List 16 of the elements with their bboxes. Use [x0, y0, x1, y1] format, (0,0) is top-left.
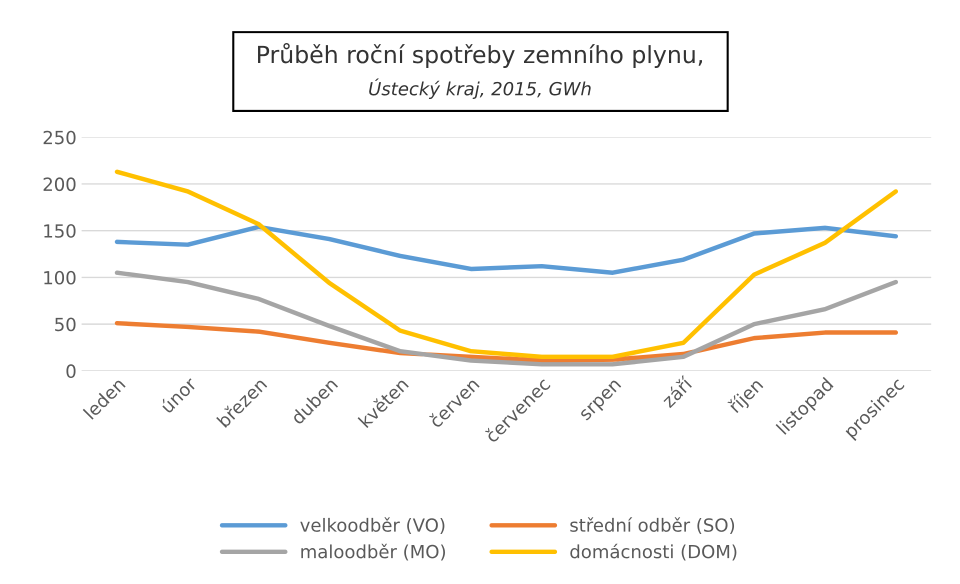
legend-label: střední odběr (SO): [570, 517, 734, 534]
line-series: [114, 320, 898, 363]
y-tick-label: 0: [66, 364, 76, 378]
y-tick-label: 250: [44, 130, 76, 144]
y-tick-label: 100: [44, 270, 76, 285]
y-tick-label: 150: [44, 224, 76, 238]
legend-label: domácnosti (DOM): [570, 544, 736, 561]
y-tick-label: 50: [55, 318, 76, 332]
line-series: [114, 270, 898, 367]
legend-label: maloodběr (MO): [301, 544, 445, 561]
legend-label: velkoodběr (VO): [300, 517, 444, 534]
line-series: [114, 170, 898, 360]
chart-title: Průběh roční spotřeby zemního plynu,: [258, 43, 702, 68]
line-series: [114, 224, 898, 275]
y-tick-label: 200: [44, 177, 76, 192]
chart-subtitle: Ústecký kraj, 2015, GWh: [369, 78, 591, 99]
